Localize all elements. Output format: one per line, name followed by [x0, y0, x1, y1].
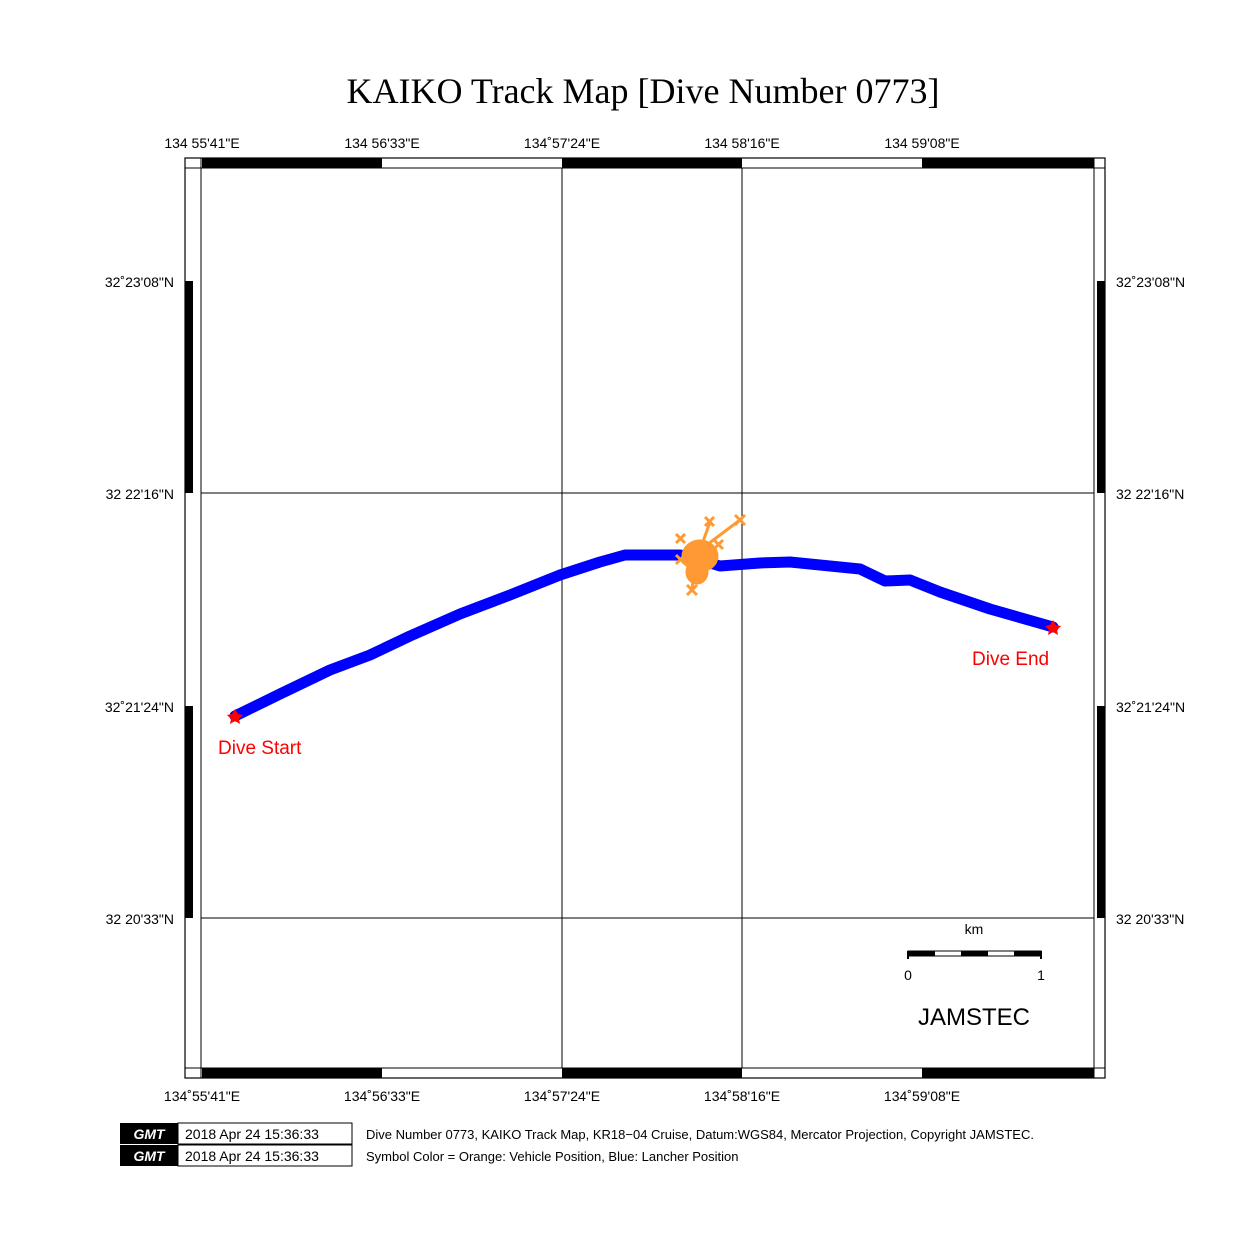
- lat-tick-label: 32˚21'24"N: [1116, 699, 1185, 715]
- graticule: [201, 168, 1094, 1068]
- gmt-logo: GMT: [133, 1148, 166, 1164]
- lon-tick-label: 134˚55'41"E: [164, 1088, 240, 1104]
- bottom-longitude-labels: 134˚55'41"E 134˚56'33"E 134˚57'24"E 134˚…: [164, 1088, 960, 1104]
- gmt-logo: GMT: [133, 1126, 166, 1142]
- vehicle-position-cluster: [674, 513, 747, 597]
- gmt-timestamp-stamp: GMT 2018 Apr 24 15:36:33 GMT 2018 Apr 24…: [120, 1122, 353, 1167]
- lat-tick-label: 32 22'16"N: [1116, 486, 1184, 502]
- scale-unit-label: km: [965, 921, 984, 937]
- dive-end-label: Dive End: [972, 649, 1049, 670]
- scale-max-label: 1: [1037, 967, 1045, 983]
- lat-tick-label: 32 20'33"N: [106, 911, 174, 927]
- map-title: KAIKO Track Map [Dive Number 0773]: [347, 71, 940, 111]
- dive-start-label: Dive Start: [218, 738, 302, 759]
- scale-bar: km 0 1: [904, 921, 1045, 983]
- jamstec-label: JAMSTEC: [918, 1004, 1030, 1031]
- lon-tick-label: 134˚58'16"E: [704, 1088, 780, 1104]
- lon-tick-label: 134 55'41"E: [164, 135, 239, 151]
- lon-tick-label: 134˚57'24"E: [524, 1088, 600, 1104]
- lon-tick-label: 134˚57'24"E: [524, 135, 600, 151]
- dive-end-marker: [1045, 620, 1061, 635]
- timestamp-2: 2018 Apr 24 15:36:33: [185, 1148, 319, 1164]
- lat-tick-label: 32˚21'24"N: [105, 699, 174, 715]
- lat-tick-label: 32˚23'08"N: [1116, 274, 1185, 290]
- dive-start-marker: [227, 709, 243, 724]
- lon-tick-label: 134 58'16"E: [704, 135, 779, 151]
- lat-tick-label: 32 22'16"N: [106, 486, 174, 502]
- footer-caption-1: Dive Number 0773, KAIKO Track Map, KR18−…: [366, 1127, 1034, 1142]
- left-latitude-labels: 32˚23'08"N 32 22'16"N 32˚21'24"N 32 20'3…: [105, 274, 174, 927]
- timestamp-1: 2018 Apr 24 15:36:33: [185, 1126, 319, 1142]
- footer-caption-2: Symbol Color = Orange: Vehicle Position,…: [366, 1149, 739, 1164]
- lon-tick-label: 134 56'33"E: [344, 135, 419, 151]
- lon-tick-label: 134˚56'33"E: [344, 1088, 420, 1104]
- right-latitude-labels: 32˚23'08"N 32 22'16"N 32˚21'24"N 32 20'3…: [1116, 274, 1185, 927]
- lon-tick-label: 134˚59'08"E: [884, 1088, 960, 1104]
- scale-min-label: 0: [904, 967, 912, 983]
- lon-tick-label: 134 59'08"E: [884, 135, 959, 151]
- top-longitude-labels: 134 55'41"E 134 56'33"E 134˚57'24"E 134 …: [164, 135, 959, 151]
- lat-tick-label: 32 20'33"N: [1116, 911, 1184, 927]
- map-frame: [184, 157, 1106, 1079]
- lat-tick-label: 32˚23'08"N: [105, 274, 174, 290]
